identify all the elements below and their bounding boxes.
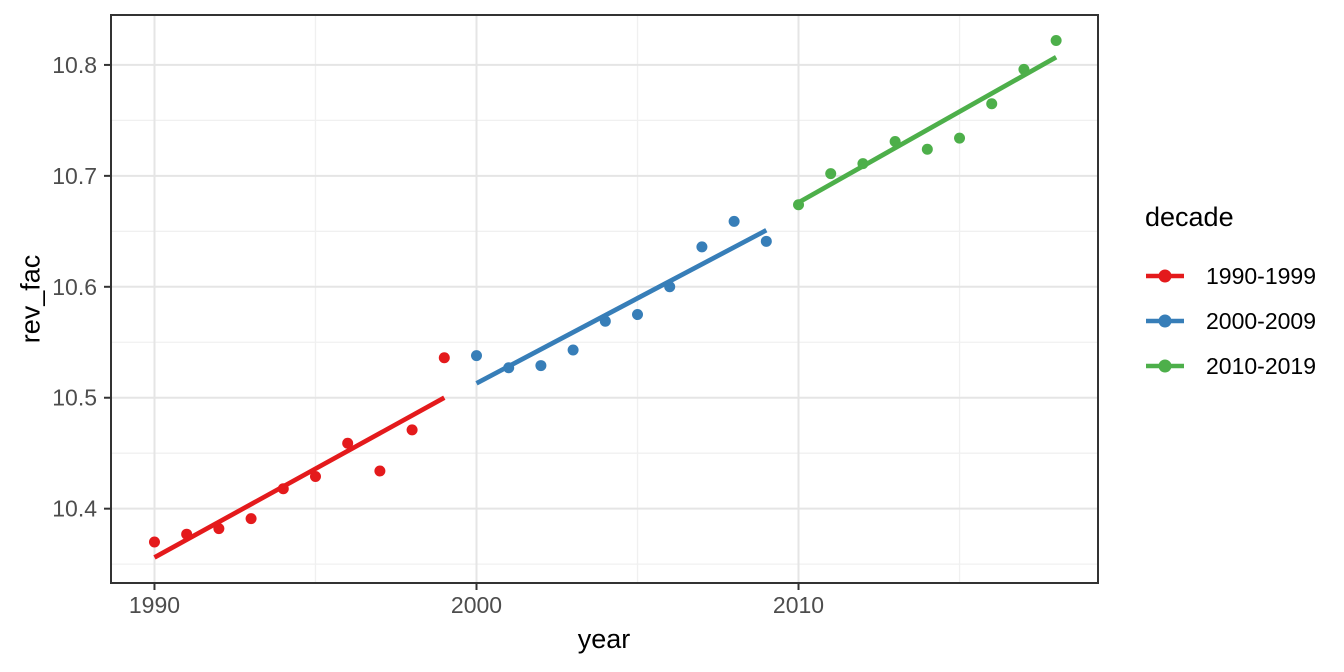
data-point [374,465,386,477]
data-point [1050,35,1062,47]
x-axis-title: year [577,624,631,654]
legend-key-icon [1146,359,1184,373]
legend-key-icon [1146,269,1184,283]
trend-line [153,395,446,560]
data-point [438,352,450,364]
y-axis-title: rev_fac [15,254,46,344]
trend-line [797,55,1058,205]
data-point [470,350,482,362]
y-tick-label: 10.4 [52,496,97,522]
legend-entry: 2010-2019 [1145,350,1316,382]
legend-entry: 2000-2009 [1145,305,1316,337]
data-point [825,168,837,180]
data-point [245,513,257,525]
x-tick-label: 2010 [773,592,824,618]
legend-entry: 1990-1999 [1145,260,1316,292]
panel-border [110,14,1099,584]
data-point [921,143,933,155]
data-point [760,235,772,247]
legend-key-icon [1146,314,1184,328]
data-point [567,344,579,356]
y-tick-label: 10.5 [52,385,97,411]
legend: decade 1990-1999 2000-2009 2010-2019 [1145,202,1316,395]
data-point [535,360,547,372]
data-point [148,536,160,548]
data-point [954,132,966,144]
x-tick-label: 2000 [451,592,502,618]
data-point [728,215,740,227]
y-tick-label: 10.8 [52,52,97,78]
data-point [309,471,321,482]
legend-entries: 1990-1999 2000-2009 2010-2019 [1145,260,1316,382]
legend-entry-label: 2000-2009 [1206,307,1316,334]
legend-title: decade [1145,202,1234,232]
data-point [342,437,354,449]
legend-entry-label: 1990-1999 [1206,262,1316,289]
data-point [696,241,708,253]
x-tick-label: 1990 [129,592,180,618]
data-point [632,309,644,321]
legend-entry-label: 2010-2019 [1206,352,1316,379]
data-point [406,424,418,436]
trend-line [475,228,768,386]
y-tick-label: 10.6 [52,274,97,300]
data-point [986,98,998,110]
y-tick-label: 10.7 [52,163,97,189]
